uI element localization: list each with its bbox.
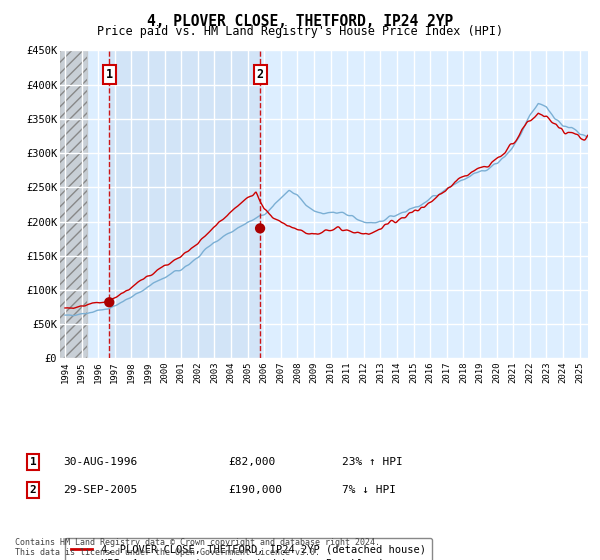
- Text: 7% ↓ HPI: 7% ↓ HPI: [342, 485, 396, 495]
- Point: [104, 298, 114, 307]
- Text: 30-AUG-1996: 30-AUG-1996: [63, 457, 137, 467]
- Text: Contains HM Land Registry data © Crown copyright and database right 2024.
This d: Contains HM Land Registry data © Crown c…: [15, 538, 380, 557]
- Point: [255, 224, 265, 233]
- Bar: [60, 50, 86, 358]
- Text: 4, PLOVER CLOSE, THETFORD, IP24 2YP: 4, PLOVER CLOSE, THETFORD, IP24 2YP: [147, 14, 453, 29]
- Text: £190,000: £190,000: [228, 485, 282, 495]
- Text: Price paid vs. HM Land Registry's House Price Index (HPI): Price paid vs. HM Land Registry's House …: [97, 25, 503, 38]
- Text: 2: 2: [257, 68, 263, 81]
- Legend: 4, PLOVER CLOSE, THETFORD, IP24 2YP (detached house), HPI: Average price, detach: 4, PLOVER CLOSE, THETFORD, IP24 2YP (det…: [65, 538, 432, 560]
- Text: 1: 1: [106, 68, 113, 81]
- Text: 2: 2: [29, 485, 37, 495]
- Text: £82,000: £82,000: [228, 457, 275, 467]
- Text: 23% ↑ HPI: 23% ↑ HPI: [342, 457, 403, 467]
- Text: 1: 1: [29, 457, 37, 467]
- Bar: [60, 50, 86, 358]
- Bar: [109, 50, 260, 358]
- Text: 29-SEP-2005: 29-SEP-2005: [63, 485, 137, 495]
